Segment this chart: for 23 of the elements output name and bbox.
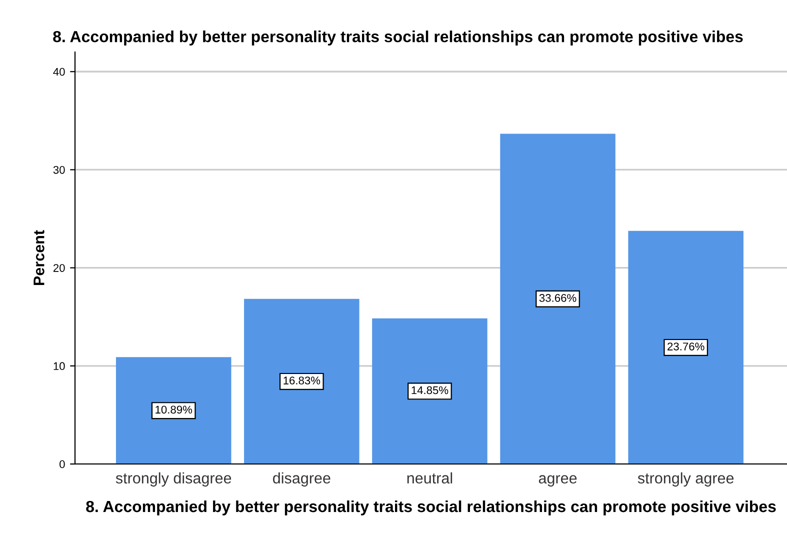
y-tick-label: 10: [54, 362, 65, 370]
bar: [500, 134, 616, 464]
data-label: 10.89%: [156, 406, 192, 414]
bar: [244, 298, 360, 464]
data-label: 16.83%: [284, 376, 320, 384]
chart-title: 8. Accompanied by better personality traits social relationships can promote positive vibes: [53, 30, 743, 46]
x-tick-label: agree: [538, 475, 577, 487]
x-tick-label: neutral: [407, 472, 452, 484]
data-label: 23.76%: [668, 342, 704, 350]
bar: [372, 318, 488, 464]
y-tick-label: 30: [53, 166, 65, 174]
y-tick-label: 40: [53, 68, 65, 76]
y-tick-label: 20: [53, 264, 65, 272]
bar: [628, 230, 744, 464]
bar: [116, 357, 232, 464]
x-axis-title: 8. Accompanied by better personality traits social relationships can promote positive vibes: [86, 500, 776, 516]
y-axis-title: Percent: [34, 230, 44, 285]
x-tick-label: strongly disagree: [116, 472, 232, 487]
x-tick-label: strongly agree: [638, 472, 734, 487]
x-tick-label: disagree: [273, 472, 330, 487]
y-tick-label: 0: [60, 460, 65, 468]
data-label: 33.66%: [539, 294, 576, 302]
data-label: 14.85%: [412, 386, 448, 394]
